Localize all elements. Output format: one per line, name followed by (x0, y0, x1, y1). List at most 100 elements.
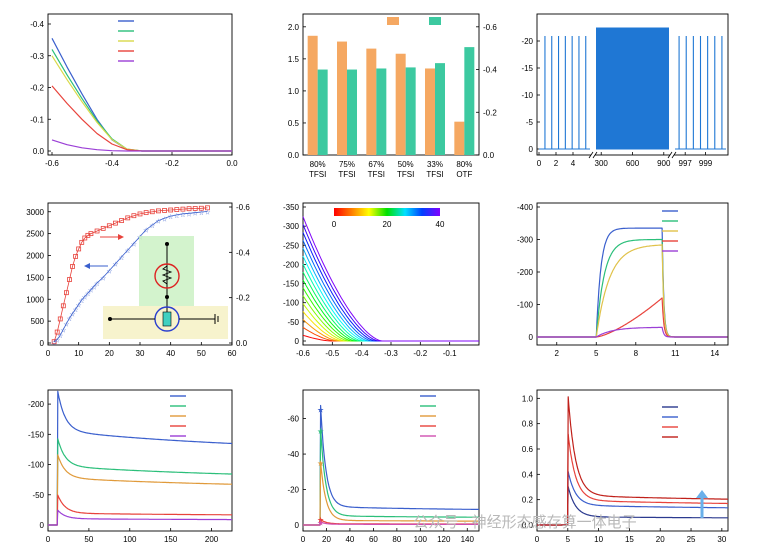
panel-d-axis-arrowhead-blue (84, 263, 90, 269)
panel-h-peak-marker: ★ (317, 516, 324, 525)
panel-i-series-line (536, 433, 729, 526)
panel-f: 2 5 8 11 14 0 -100 -200 -300 -400 (517, 202, 729, 358)
panel-h-xtick-label: 100 (414, 535, 428, 544)
panel-h-xtick-label: 40 (345, 535, 354, 544)
panel-h-ytick-label: -60 (287, 415, 299, 424)
panel-a-ytick-label: 0.0 (33, 147, 45, 156)
panel-c-ytick-label: 0 (529, 145, 534, 154)
panel-c-xtick-label: 900 (657, 159, 671, 168)
panel-b-bar-gm (454, 121, 465, 155)
panel-e: -0.6 -0.5 -0.4 -0.3 -0.2 -0.1 0 -50 -100 -150 -200… (283, 202, 480, 358)
panel-i-ytick-label: 0.8 (522, 420, 534, 429)
panel-b-bar-vth (347, 69, 357, 155)
panel-d-point-veff: ☆ (118, 254, 124, 262)
panel-h-peak-marker: ★ (317, 459, 324, 468)
panel-b-y2tick-label: -0.2 (483, 108, 497, 117)
panel-d-point-resistance (205, 205, 210, 211)
panel-d-point-resistance (76, 246, 82, 252)
panel-d-point-resistance (57, 316, 63, 322)
panel-d-point-veff: ☆ (79, 297, 85, 305)
panel-a-ytick-label: -0.1 (30, 115, 44, 124)
panel-d-point-veff: ☆ (88, 287, 94, 295)
panel-d-point-veff: ☆ (131, 240, 137, 248)
panel-d-point-veff: ☆ (204, 209, 210, 217)
panel-h-peak-marker: ★ (317, 518, 324, 527)
panel-d-xtick-label: 60 (228, 349, 237, 358)
panel-d-point-veff: ☆ (66, 315, 72, 323)
panel-g-xtick-label: 0 (46, 535, 51, 544)
panel-e-colorbar-tick: 40 (436, 220, 445, 229)
panel-i-series-line (536, 486, 729, 526)
panel-d: 0 10 20 30 40 50 60 0 500 1000 1500 2000 2500 3000 0.0… (26, 202, 250, 358)
panel-b-legend-swatch (387, 17, 399, 25)
panel-d-point-veff: ☆ (180, 211, 186, 219)
panel-i-pressure-arrowhead (696, 490, 708, 498)
panel-e-ytick-label: -250 (283, 241, 300, 250)
panel-i-xtick-label: 25 (687, 535, 696, 544)
panel-h-series-line (303, 404, 479, 526)
panel-d-point-resistance (168, 207, 174, 213)
panel-i-ytick-label: 0.6 (522, 445, 534, 454)
panel-e-ytick-label: 0 (295, 337, 300, 346)
panel-d-point-veff: ☆ (149, 222, 155, 230)
panel-g-series-line (47, 390, 232, 526)
panel-d-point-resistance (192, 206, 198, 211)
panel-c-axis-break-mark (671, 151, 677, 159)
panel-d-y2tick-label: 0.0 (236, 339, 248, 348)
panel-d-point-resistance (106, 223, 112, 229)
panel-h-xtick-label: 80 (392, 535, 401, 544)
panel-d-xtick-label: 50 (197, 349, 206, 358)
panel-b-category-label-line1: 80% (310, 160, 326, 169)
panel-b-y2tick-label: -0.4 (483, 66, 497, 75)
panel-g-xtick-label: 100 (123, 535, 137, 544)
panel-d-point-veff: ☆ (161, 215, 167, 223)
panel-g-xtick-label: 150 (164, 535, 178, 544)
panel-b-category-label-line2: TFSI (338, 170, 355, 179)
panel-e-colorbar-tick: 0 (332, 220, 337, 229)
panel-d-xtick-label: 40 (166, 349, 175, 358)
panel-c-ytick-label: -20 (521, 37, 533, 46)
panel-d-point-resistance (67, 277, 72, 282)
panel-d-point-resistance (125, 215, 131, 221)
panel-a: -0.6 -0.4 -0.2 0.0 -0.4 -0.3 -0.2 -0.1 0.0 (30, 13, 238, 168)
panel-g-ytick-label: 0 (40, 521, 45, 530)
panel-d-point-veff: ☆ (106, 267, 112, 275)
panel-d-point-veff: ☆ (72, 306, 78, 314)
panel-d-point-veff: ☆ (85, 290, 91, 298)
panel-b-ytick-label: 2.0 (288, 23, 300, 32)
panel-a-xtick-label: 0.0 (226, 159, 238, 168)
panel-a-axes-frame (47, 13, 233, 156)
panel-d-point-resistance (149, 209, 155, 215)
panel-i-ytick-label: 0.2 (522, 496, 534, 505)
panel-d-ytick-label: 2500 (26, 230, 44, 239)
panel-d-point-resistance (198, 205, 204, 211)
panel-d-point-veff: ☆ (143, 227, 149, 235)
panel-e-xtick-label: -0.1 (443, 349, 457, 358)
panel-d-point-veff: ☆ (94, 280, 100, 288)
panel-b-legend-swatch (429, 17, 441, 25)
panel-d-point-resistance (174, 207, 180, 212)
panel-b-axes-frame (302, 13, 480, 156)
panel-d-point-resistance (94, 228, 100, 234)
panel-d-inset-resistor-circle (154, 263, 180, 289)
panel-g: 0 50 100 150 200 0 -50 -100 -150 -200 (28, 389, 233, 544)
panel-d-ytick-label: 1000 (26, 295, 44, 304)
panel-d-xtick-label: 10 (74, 349, 83, 358)
panel-d-point-resistance (51, 339, 57, 345)
panel-a-xtick-label: -0.6 (45, 159, 59, 168)
panel-a-ytick-label: -0.3 (30, 52, 44, 61)
panel-d-ytick-label: 3000 (26, 208, 44, 217)
panel-b-category-label-line1: 33% (427, 160, 443, 169)
panel-f-xtick-label: 11 (671, 349, 680, 358)
panel-d-point-resistance (73, 253, 78, 259)
panel-e-xtick-label: -0.3 (384, 349, 398, 358)
panel-e-ytick-label: -300 (283, 222, 300, 231)
panel-a-ytick-label: -0.4 (30, 20, 44, 29)
panel-b-category-label-line1: 50% (398, 160, 414, 169)
panel-d-y2tick-label: -0.6 (236, 203, 250, 212)
panel-d-xtick-label: 0 (46, 349, 51, 358)
panel-b-y2tick-label: 0.0 (483, 151, 495, 160)
panel-g-ytick-label: -150 (28, 430, 45, 439)
panel-i-xtick-label: 20 (656, 535, 665, 544)
panel-e-family-curve (302, 216, 479, 342)
